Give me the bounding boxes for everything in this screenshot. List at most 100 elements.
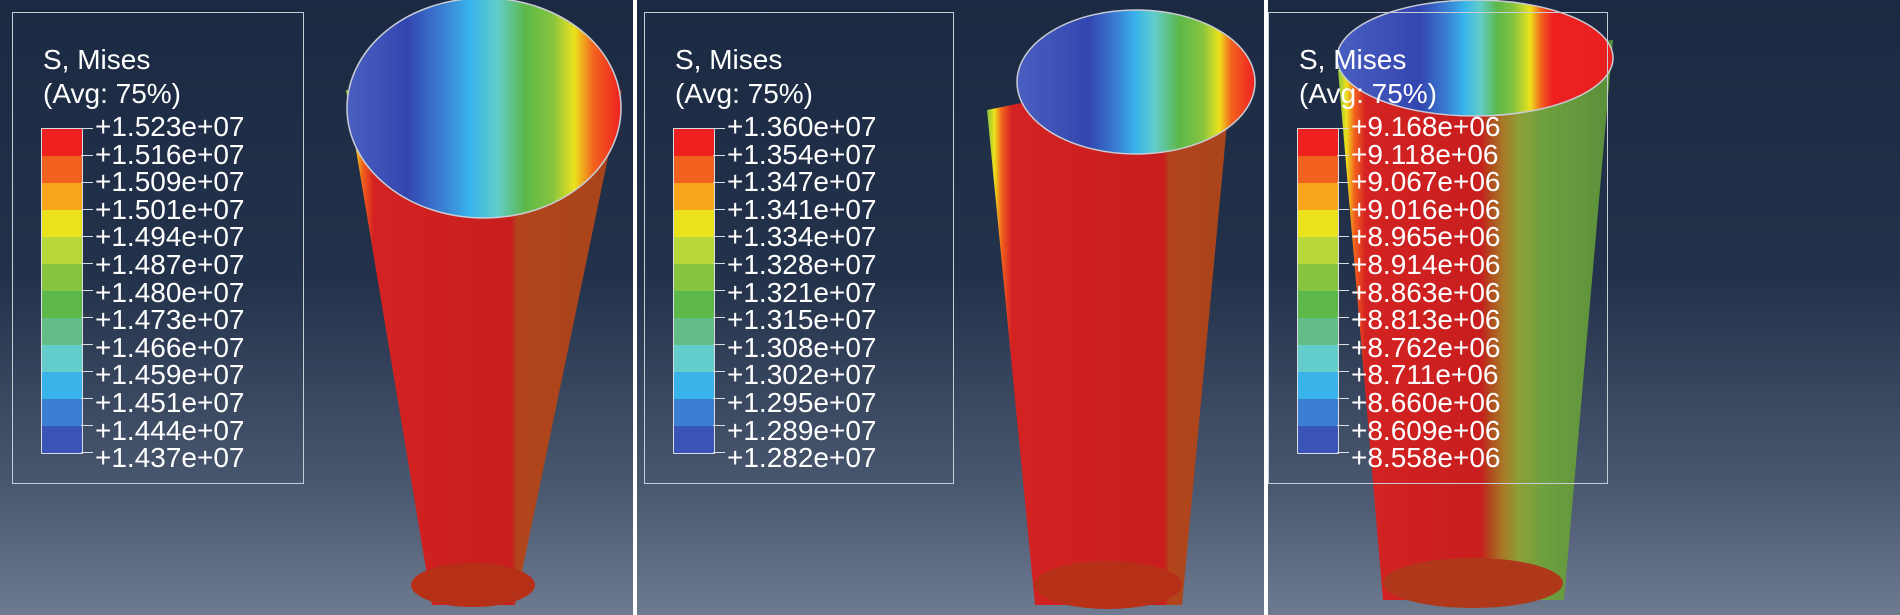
- viewport-panel-2[interactable]: S, Mises (Avg: 75%): [637, 0, 1264, 615]
- color-swatch: [42, 426, 82, 453]
- color-swatch: [42, 237, 82, 264]
- legend-values: +1.523e+07 +1.516e+07 +1.509e+07 +1.501e…: [95, 113, 245, 472]
- legend-value: +1.459e+07: [95, 359, 245, 391]
- legend-value: +9.067e+06: [1351, 166, 1501, 198]
- legend-value: +1.494e+07: [95, 221, 245, 253]
- legend-tick: [1337, 236, 1349, 237]
- color-swatch: [674, 129, 714, 156]
- viewport-panel-3[interactable]: S, Mises (Avg: 75%): [1268, 0, 1900, 615]
- legend-value: +9.016e+06: [1351, 193, 1501, 225]
- legend-value: +1.341e+07: [727, 193, 877, 225]
- color-swatch: [674, 237, 714, 264]
- legend-value: +1.487e+07: [95, 248, 245, 280]
- legend-value: +1.516e+07: [95, 138, 245, 170]
- legend-title: S, Mises: [1299, 44, 1407, 75]
- color-swatch: [674, 399, 714, 426]
- legend-tick: [713, 425, 725, 426]
- color-swatch: [42, 372, 82, 399]
- color-swatch: [1298, 237, 1338, 264]
- legend-tick: [713, 344, 725, 345]
- color-swatch: [1298, 426, 1338, 453]
- legend-tick: [81, 344, 93, 345]
- color-swatch: [1298, 399, 1338, 426]
- legend-value: +8.863e+06: [1351, 276, 1501, 308]
- legend-value: +1.328e+07: [727, 248, 877, 280]
- legend-value: +1.308e+07: [727, 331, 877, 363]
- legend-value: +1.302e+07: [727, 359, 877, 391]
- color-swatch: [674, 183, 714, 210]
- legend-value: +8.914e+06: [1351, 248, 1501, 280]
- legend-tick: [713, 398, 725, 399]
- color-swatch: [1298, 264, 1338, 291]
- viewport-panel-1[interactable]: S, Mises (Avg: 75%): [0, 0, 633, 615]
- legend-values: +9.168e+06 +9.118e+06 +9.067e+06 +9.016e…: [1351, 113, 1501, 472]
- color-swatch: [42, 129, 82, 156]
- legend-tick: [713, 317, 725, 318]
- legend-tick: [81, 425, 93, 426]
- color-swatch: [42, 156, 82, 183]
- legend-tick: [81, 317, 93, 318]
- color-swatch: [674, 291, 714, 318]
- legend-tick: [81, 182, 93, 183]
- legend-value: +1.523e+07: [95, 111, 245, 142]
- color-swatch: [42, 318, 82, 345]
- color-swatch: [674, 318, 714, 345]
- color-swatch: [674, 372, 714, 399]
- color-swatch: [1298, 129, 1338, 156]
- legend-tick: [81, 128, 93, 129]
- legend-tick: [1337, 344, 1349, 345]
- cylinder-model-2[interactable]: [637, 0, 1264, 615]
- cylinder-model-3[interactable]: [1268, 0, 1900, 615]
- legend-value: +1.360e+07: [727, 111, 877, 142]
- legend-value: +8.762e+06: [1351, 331, 1501, 363]
- legend-value: +8.965e+06: [1351, 221, 1501, 253]
- legend-value: +1.295e+07: [727, 386, 877, 418]
- legend-averaging: (Avg: 75%): [43, 78, 181, 109]
- cylinder-model-1[interactable]: [0, 0, 633, 615]
- legend-value: +1.315e+07: [727, 304, 877, 336]
- color-swatch: [42, 264, 82, 291]
- legend-box: S, Mises (Avg: 75%): [644, 12, 954, 484]
- legend-tick: [713, 263, 725, 264]
- legend-value: +1.444e+07: [95, 414, 245, 446]
- legend-tick: [81, 452, 93, 453]
- legend-value: +1.501e+07: [95, 193, 245, 225]
- legend-value: +9.168e+06: [1351, 111, 1501, 142]
- legend-value: +1.437e+07: [95, 442, 245, 474]
- legend-value: +1.347e+07: [727, 166, 877, 198]
- color-swatch: [1298, 318, 1338, 345]
- legend-value: +8.558e+06: [1351, 442, 1501, 474]
- legend-values: +1.360e+07 +1.354e+07 +1.347e+07 +1.341e…: [727, 113, 877, 472]
- legend-tick: [1337, 371, 1349, 372]
- legend-value: +1.289e+07: [727, 414, 877, 446]
- legend-averaging: (Avg: 75%): [1299, 78, 1437, 109]
- legend-tick: [713, 236, 725, 237]
- color-swatch: [42, 291, 82, 318]
- color-swatch: [674, 264, 714, 291]
- legend-value: +8.609e+06: [1351, 414, 1501, 446]
- color-swatch: [1298, 345, 1338, 372]
- legend-tick: [1337, 128, 1349, 129]
- legend-value: +8.711e+06: [1351, 359, 1499, 391]
- legend-tick: [1337, 263, 1349, 264]
- legend-tick: [81, 155, 93, 156]
- legend-title: S, Mises: [43, 44, 151, 75]
- legend-colorbar: [1297, 128, 1339, 454]
- legend-tick: [81, 398, 93, 399]
- legend-tick: [1337, 452, 1349, 453]
- legend-value: +1.473e+07: [95, 304, 245, 336]
- color-swatch: [674, 426, 714, 453]
- legend-tick: [81, 263, 93, 264]
- color-swatch: [674, 210, 714, 237]
- legend-value: +1.480e+07: [95, 276, 245, 308]
- legend-tick: [713, 371, 725, 372]
- legend-value: +1.509e+07: [95, 166, 245, 198]
- legend-value: +1.354e+07: [727, 138, 877, 170]
- legend-tick: [713, 128, 725, 129]
- legend-tick: [81, 290, 93, 291]
- color-swatch: [674, 156, 714, 183]
- legend-value: +8.813e+06: [1351, 304, 1501, 336]
- color-swatch: [1298, 156, 1338, 183]
- legend-tick: [1337, 155, 1349, 156]
